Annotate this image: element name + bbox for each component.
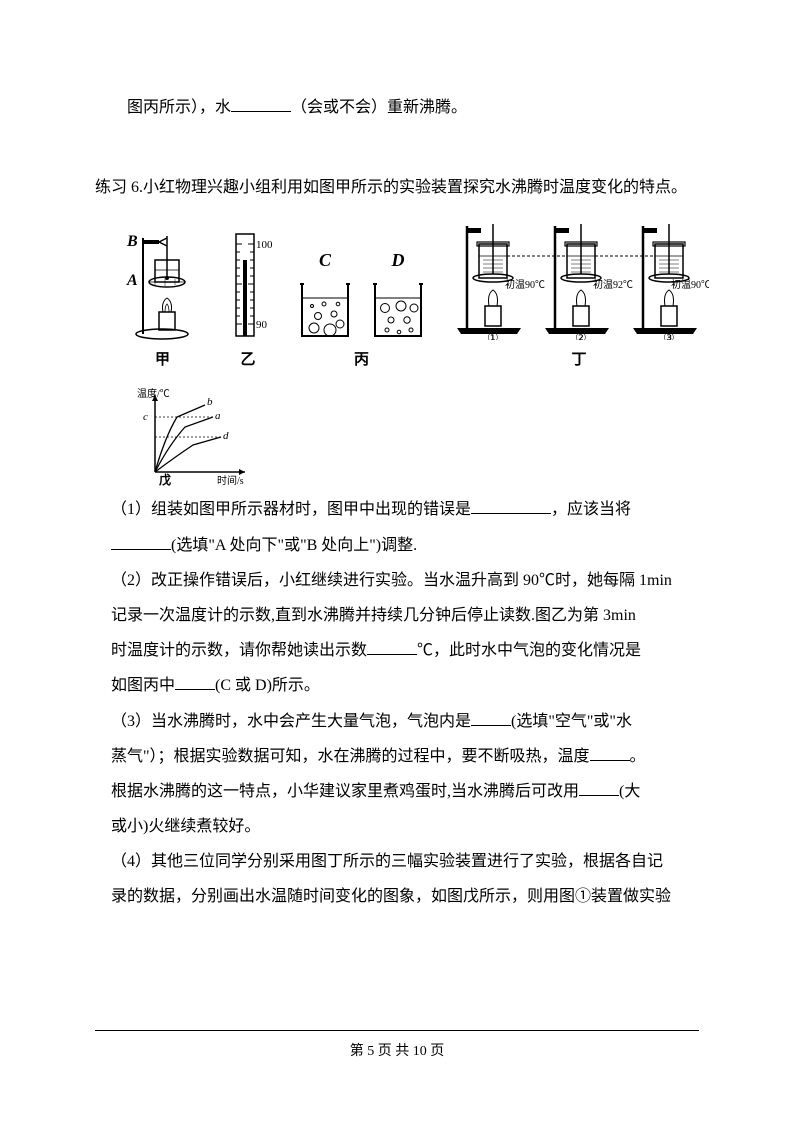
- ex6-head-text: 练习 6.小红物理兴趣小组利用如图甲所示的实验装置探究水沸腾时温度变化的特点。: [95, 179, 687, 196]
- thermometer-yi-svg: 100 90: [222, 230, 274, 340]
- exercise6-heading: 练习 6.小红物理兴趣小组利用如图甲所示的实验装置探究水沸腾时温度变化的特点。: [95, 170, 699, 205]
- fig-bing: C D: [296, 241, 427, 378]
- q3-l2b: 。: [630, 748, 646, 765]
- q1-blank2: [111, 533, 171, 550]
- ding-num-1: ①: [487, 330, 499, 340]
- fig-jia: A B 甲: [125, 230, 200, 377]
- top-continuation: 图丙所示），水 （会或不会）重新沸腾。: [95, 90, 699, 125]
- svg-text:d: d: [223, 430, 229, 442]
- label-jia: 甲: [155, 344, 170, 377]
- q1-pre: （1）组装如图甲所示器材时，图甲中出现的错误是: [111, 501, 471, 518]
- q3-l4: 或小)火继续煮较好。: [95, 809, 699, 844]
- top-post: （会或不会）重新沸腾。: [291, 99, 467, 116]
- q2-l2: 记录一次温度计的示数,直到水沸腾并持续几分钟后停止读数.图乙为第 3min: [95, 598, 699, 633]
- label-wu: 戊: [158, 472, 171, 487]
- chart-wu-svg: 温度/℃ 时间/s b a d c 戊: [135, 387, 255, 487]
- svg-text:c: c: [143, 411, 148, 423]
- label-bing: 丙: [354, 344, 369, 377]
- q4-l1: （4）其他三位同学分别采用图丁所示的三幅实验装置进行了实验，根据各自记: [95, 844, 699, 879]
- svg-text:b: b: [207, 396, 213, 408]
- q3-l2: 蒸气"）；根据实验数据可知，水在沸腾的过程中，要不断吸热，温度 。: [95, 739, 699, 774]
- label-ding: 丁: [571, 344, 586, 377]
- q3-blank2: [590, 744, 630, 761]
- fig-ding: 初温90℃ 初温92℃ 初温90℃ ① ② ③ 丁: [449, 220, 709, 377]
- beaker-c-svg: [296, 280, 354, 340]
- beaker-c-label: C: [296, 241, 354, 281]
- q3-blank3: [579, 779, 619, 796]
- q3-l3a: 根据水沸腾的这一特点，小华建议家里煮鸡蛋时,当水沸腾后可改用: [111, 783, 579, 800]
- footer-rule: [95, 1030, 699, 1031]
- q2-l4: 如图丙中 (C 或 D)所示。: [95, 668, 699, 703]
- svg-text:a: a: [215, 410, 221, 422]
- q3-l1b: (选填"空气"或"水: [511, 713, 632, 730]
- chart-ylabel: 温度/℃: [137, 387, 170, 400]
- thermo-90: 90: [256, 319, 268, 331]
- ding-svg: 初温90℃ 初温92℃ 初温90℃ ① ② ③: [449, 220, 709, 340]
- q2-l4a: 如图丙中: [111, 677, 175, 694]
- ding-num-3: ③: [663, 330, 675, 340]
- ding-num-2: ②: [575, 330, 587, 340]
- chart-xlabel: 时间/s: [217, 474, 244, 487]
- q3-l1a: （3）当水沸腾时，水中会产生大量气泡，气泡内是: [111, 713, 471, 730]
- q1: （1）组装如图甲所示器材时，图甲中出现的错误是 ，应该当将: [95, 492, 699, 527]
- apparatus-jia-svg: A B: [125, 230, 200, 340]
- q3-l3: 根据水沸腾的这一特点，小华建议家里煮鸡蛋时,当水沸腾后可改用 (大: [95, 774, 699, 809]
- q2-l3a: 时温度计的示数，请你帮她读出示数: [111, 642, 367, 659]
- q1-mid: ，应该当将: [551, 501, 631, 518]
- q1b: (选填"A 处向下"或"B 处向上")调整.: [95, 528, 699, 563]
- ding-temp-3: 初温90℃: [671, 278, 709, 291]
- q3-l1: （3）当水沸腾时，水中会产生大量气泡，气泡内是 (选填"空气"或"水: [95, 704, 699, 739]
- thermo-100: 100: [256, 239, 273, 251]
- fig-yi: 100 90 乙: [222, 230, 274, 377]
- q3-blank1: [471, 709, 511, 726]
- q3-l2a: 蒸气"）；根据实验数据可知，水在沸腾的过程中，要不断吸热，温度: [111, 748, 590, 765]
- q3-l3b: (大: [619, 783, 640, 800]
- label-yi: 乙: [240, 344, 255, 377]
- beaker-d-svg: [369, 280, 427, 340]
- label-B: B: [126, 233, 138, 250]
- top-pre: 图丙所示），水: [127, 99, 231, 116]
- label-A: A: [126, 272, 138, 289]
- q1-opt: (选填"A 处向下"或"B 处向上")调整.: [171, 537, 417, 554]
- q2-l4b: (C 或 D)所示。: [215, 677, 320, 694]
- q2-blank2: [175, 673, 215, 690]
- q4-l2: 录的数据，分别画出水温随时间变化的图象，如图戊所示，则用图①装置做实验: [95, 879, 699, 914]
- blank-boil: [231, 95, 291, 112]
- page-footer: 第 5 页 共 10 页: [0, 1030, 794, 1068]
- q1-blank1: [471, 497, 551, 514]
- q2-blank1: [367, 638, 417, 655]
- footer-page: 第 5 页 共 10 页: [350, 1044, 445, 1059]
- beaker-d-label: D: [369, 241, 427, 281]
- ding-temp-1: 初温90℃: [505, 278, 545, 291]
- q2-l3b: ℃，此时水中气泡的变化情况是: [417, 642, 641, 659]
- figure-row-main: A B 甲: [125, 220, 699, 377]
- q2-l3: 时温度计的示数，请你帮她读出示数 ℃，此时水中气泡的变化情况是: [95, 633, 699, 668]
- ding-temp-2: 初温92℃: [593, 278, 633, 291]
- q2-l1: （2）改正操作错误后，小红继续进行实验。当水温升高到 90℃时，她每隔 1min: [95, 563, 699, 598]
- fig-wu: 温度/℃ 时间/s b a d c 戊: [135, 387, 699, 487]
